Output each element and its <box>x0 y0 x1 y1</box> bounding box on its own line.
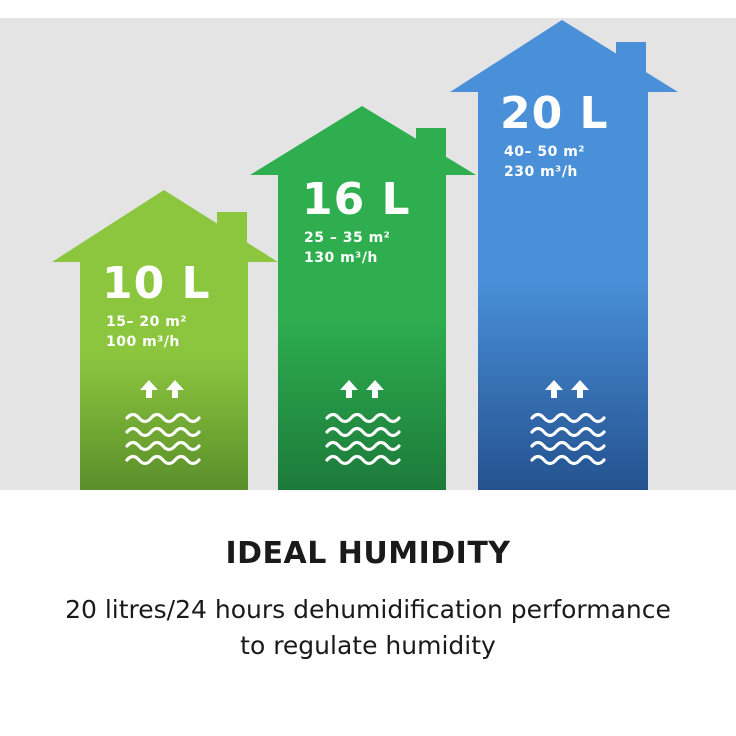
description: 20 litres/24 hours dehumidification perf… <box>40 592 696 664</box>
heading: IDEAL HUMIDITY <box>225 536 511 571</box>
area-label: 15– 20 m² <box>106 314 187 330</box>
airflow-label: 100 m³/h <box>106 334 180 350</box>
house-16l <box>250 106 476 490</box>
capacity-label: 10 L <box>102 258 211 309</box>
house-20l <box>450 20 678 490</box>
airflow-label: 230 m³/h <box>504 164 578 180</box>
area-label: 25 – 35 m² <box>304 230 391 246</box>
house-10l <box>52 190 278 490</box>
house-body <box>450 20 678 490</box>
house-body <box>52 190 278 490</box>
capacity-label: 20 L <box>500 88 609 139</box>
description-line-2: to regulate humidity <box>240 631 496 660</box>
area-label: 40– 50 m² <box>504 144 585 160</box>
description-line-1: 20 litres/24 hours dehumidification perf… <box>65 595 671 624</box>
house-body <box>250 106 476 490</box>
capacity-label: 16 L <box>302 174 411 225</box>
airflow-label: 130 m³/h <box>304 250 378 266</box>
